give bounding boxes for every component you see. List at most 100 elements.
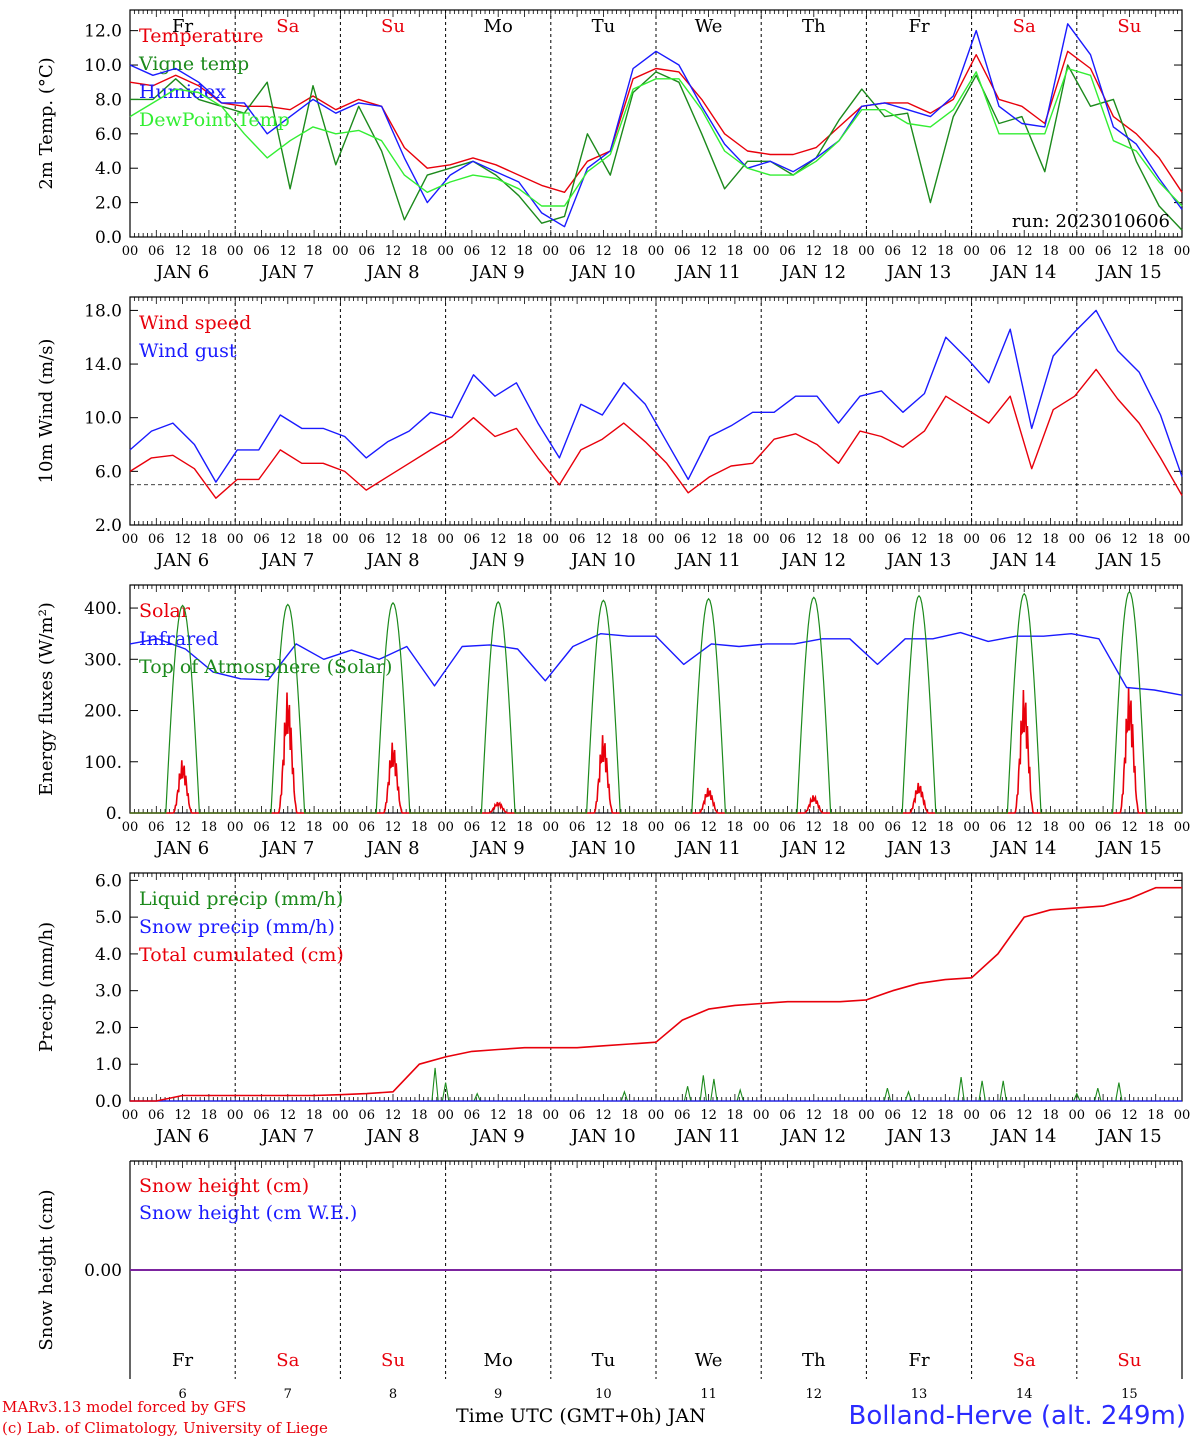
hour-label: 18	[201, 1108, 218, 1123]
hour-label: 00	[227, 532, 244, 547]
hour-label: 00	[1174, 820, 1191, 835]
panel-2: 2.0 6.0 10.0 14.0 18.0 10m Wind (m/s) 00 06 12 18…	[36, 296, 1190, 571]
hour-label: 12	[280, 244, 297, 259]
date-label: JAN 14	[990, 262, 1057, 283]
hour-label: 12	[806, 532, 823, 547]
date-label: JAN 15	[1095, 262, 1162, 283]
y-axis-title: Precip (mm/h)	[36, 922, 57, 1052]
date-label: JAN 9	[470, 838, 525, 859]
hour-label: 06	[884, 532, 901, 547]
y-tick-label: 0.	[106, 804, 122, 824]
hour-label: 06	[569, 244, 586, 259]
hour-label: 12	[1016, 532, 1033, 547]
hour-label: 06	[990, 532, 1007, 547]
hour-label: 12	[700, 1108, 717, 1123]
date-label: JAN 8	[364, 262, 419, 283]
y-tick-label: 8.0	[95, 90, 122, 110]
day-number-label: 15	[1121, 1387, 1138, 1402]
date-label: JAN 12	[780, 550, 847, 571]
hour-label: 12	[595, 244, 612, 259]
hour-label: 06	[253, 532, 270, 547]
date-label: JAN 7	[259, 838, 314, 859]
y-tick-label: 12.0	[84, 22, 122, 42]
weekday-label: Mo	[484, 16, 513, 37]
hour-label: 06	[358, 532, 375, 547]
y-tick-label: 14.0	[84, 355, 122, 375]
legend-entry: Humidex	[139, 81, 226, 103]
hour-label: 12	[490, 532, 507, 547]
hour-label: 06	[569, 1108, 586, 1123]
date-label: JAN 11	[674, 838, 741, 859]
hour-label: 18	[727, 244, 744, 259]
hour-label: 18	[201, 532, 218, 547]
hour-label: 00	[227, 244, 244, 259]
date-label: JAN 8	[364, 1126, 419, 1147]
hour-label: 18	[411, 532, 428, 547]
hour-label: 00	[963, 1108, 980, 1123]
hour-label: 12	[806, 244, 823, 259]
hour-label: 00	[753, 1108, 770, 1123]
legend-entry: Snow height (cm W.E.)	[139, 1202, 357, 1224]
date-label: JAN 13	[885, 838, 952, 859]
weekday-label: Fr	[172, 16, 193, 37]
hour-label: 18	[306, 532, 323, 547]
hour-label: 18	[1147, 532, 1164, 547]
y-tick-label: 10.0	[84, 409, 122, 429]
y-tick-label: 2.0	[95, 194, 122, 214]
y-tick-label: 10.0	[84, 56, 122, 76]
hour-label: 18	[516, 244, 533, 259]
date-label: JAN 10	[569, 550, 636, 571]
hour-label: 06	[569, 820, 586, 835]
hour-label: 12	[700, 244, 717, 259]
legend-entry: Total cumulated (cm)	[139, 944, 344, 966]
day-number-label: 7	[284, 1387, 292, 1402]
hour-label: 12	[280, 820, 297, 835]
hour-label: 00	[543, 244, 560, 259]
legend-entry: Liquid precip (mm/h)	[139, 888, 343, 910]
hour-label: 06	[884, 1108, 901, 1123]
hour-label: 00	[753, 820, 770, 835]
legend-entry: Vigne temp	[138, 53, 249, 75]
hour-label: 06	[674, 244, 691, 259]
hour-label: 18	[621, 820, 638, 835]
hour-label: 12	[595, 820, 612, 835]
lab-credit-line: (c) Lab. of Climatology, University of L…	[2, 1419, 328, 1437]
weekday-label: Th	[802, 16, 826, 37]
hour-label: 00	[227, 820, 244, 835]
hour-label: 06	[674, 1108, 691, 1123]
weekday-label: Fr	[172, 1350, 193, 1371]
hour-label: 00	[122, 532, 139, 547]
date-label: JAN 14	[990, 838, 1057, 859]
hour-label: 00	[122, 244, 139, 259]
series-total-cumulated-cm	[130, 886, 1182, 1102]
x-axis-label: Time UTC (GMT+0h) JAN	[456, 1405, 706, 1427]
hour-label: 00	[332, 820, 349, 835]
y-axis-title: Energy fluxes (W/m²)	[36, 602, 57, 796]
y-tick-label: 6.0	[95, 871, 122, 891]
weekday-label: Sa	[276, 1350, 299, 1371]
hour-label: 18	[621, 1108, 638, 1123]
hour-label: 12	[280, 532, 297, 547]
y-tick-label: 4.0	[95, 159, 122, 179]
hour-label: 00	[437, 1108, 454, 1123]
hour-label: 00	[963, 532, 980, 547]
hour-label: 06	[464, 1108, 481, 1123]
y-tick-label: 6.0	[95, 462, 122, 482]
date-label: JAN 6	[154, 262, 209, 283]
hour-label: 00	[1069, 820, 1086, 835]
legend-entry: Temperature	[139, 25, 263, 47]
y-tick-label: 100.	[84, 753, 122, 773]
weekday-label: Sa	[1013, 16, 1036, 37]
day-number-label: 6	[178, 1387, 186, 1402]
y-tick-label: 300.	[84, 650, 122, 670]
date-label: JAN 14	[990, 550, 1057, 571]
date-label: JAN 12	[780, 262, 847, 283]
weekday-label: Su	[381, 1350, 405, 1371]
legend-entry: Snow height (cm)	[139, 1175, 309, 1197]
hour-label: 12	[1016, 244, 1033, 259]
y-tick-label: 1.0	[95, 1055, 122, 1075]
hour-label: 18	[937, 532, 954, 547]
hour-label: 18	[727, 820, 744, 835]
hour-label: 06	[569, 532, 586, 547]
hour-label: 06	[358, 1108, 375, 1123]
